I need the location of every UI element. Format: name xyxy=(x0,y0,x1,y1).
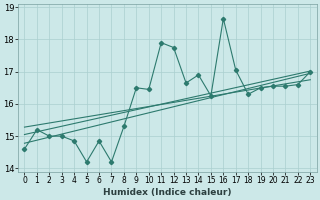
X-axis label: Humidex (Indice chaleur): Humidex (Indice chaleur) xyxy=(103,188,232,197)
